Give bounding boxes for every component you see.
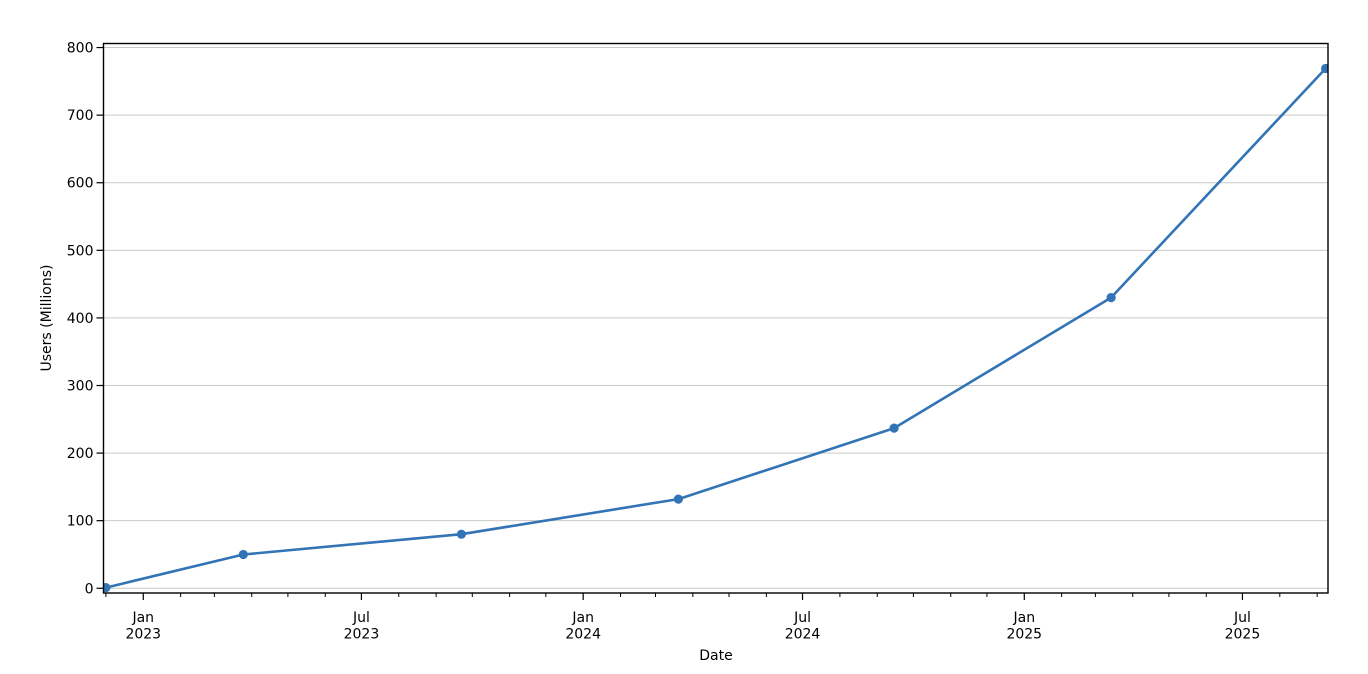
x-tick-label-month: Jul [1233, 610, 1251, 626]
x-tick-label-year: 2023 [344, 627, 380, 643]
x-tick-label-month: Jul [793, 610, 811, 626]
y-tick-label: 500 [67, 243, 94, 259]
data-point-marker [456, 529, 466, 539]
gridlines [103, 47, 1328, 589]
y-tick-label: 400 [67, 311, 94, 327]
data-point-marker [889, 423, 899, 433]
x-tick-label-year: 2024 [565, 627, 601, 643]
series [103, 63, 1328, 593]
y-axis-ticks: 0 100 200 300 400 500 600 700 800 [67, 41, 104, 597]
data-point-marker [673, 494, 684, 504]
x-axis-ticks: Jan2023Jul2023Jan2024Jul2024Jan2025Jul20… [125, 593, 1260, 643]
data-point-marker [1321, 63, 1328, 74]
plot-border [102, 42, 1329, 594]
y-tick-label: 700 [67, 108, 94, 124]
x-tick-label-year: 2025 [1006, 627, 1042, 643]
y-axis-title: Users (Millions) [39, 264, 55, 372]
x-tick-label-month: Jan [571, 610, 594, 626]
data-point-marker [103, 583, 111, 593]
y-tick-label: 600 [67, 176, 94, 192]
y-tick-label: 100 [67, 514, 94, 530]
data-point-marker [238, 549, 248, 560]
x-tick-label-month: Jan [1012, 610, 1035, 626]
data-point-marker [1106, 293, 1116, 303]
x-tick-label-month: Jul [352, 610, 370, 626]
x-tick-label-year: 2023 [125, 627, 161, 643]
x-tick-label-year: 2025 [1225, 627, 1261, 643]
y-tick-label: 200 [67, 446, 94, 462]
x-axis-title: Date [699, 648, 733, 664]
y-tick-label: 0 [85, 581, 94, 597]
x-tick-label-month: Jan [131, 610, 154, 626]
x-axis-minor-ticks [105, 593, 1318, 597]
y-tick-label: 800 [67, 41, 94, 57]
series-line [104, 67, 1327, 589]
x-tick-label-year: 2024 [785, 627, 821, 643]
y-tick-label: 300 [67, 379, 94, 395]
